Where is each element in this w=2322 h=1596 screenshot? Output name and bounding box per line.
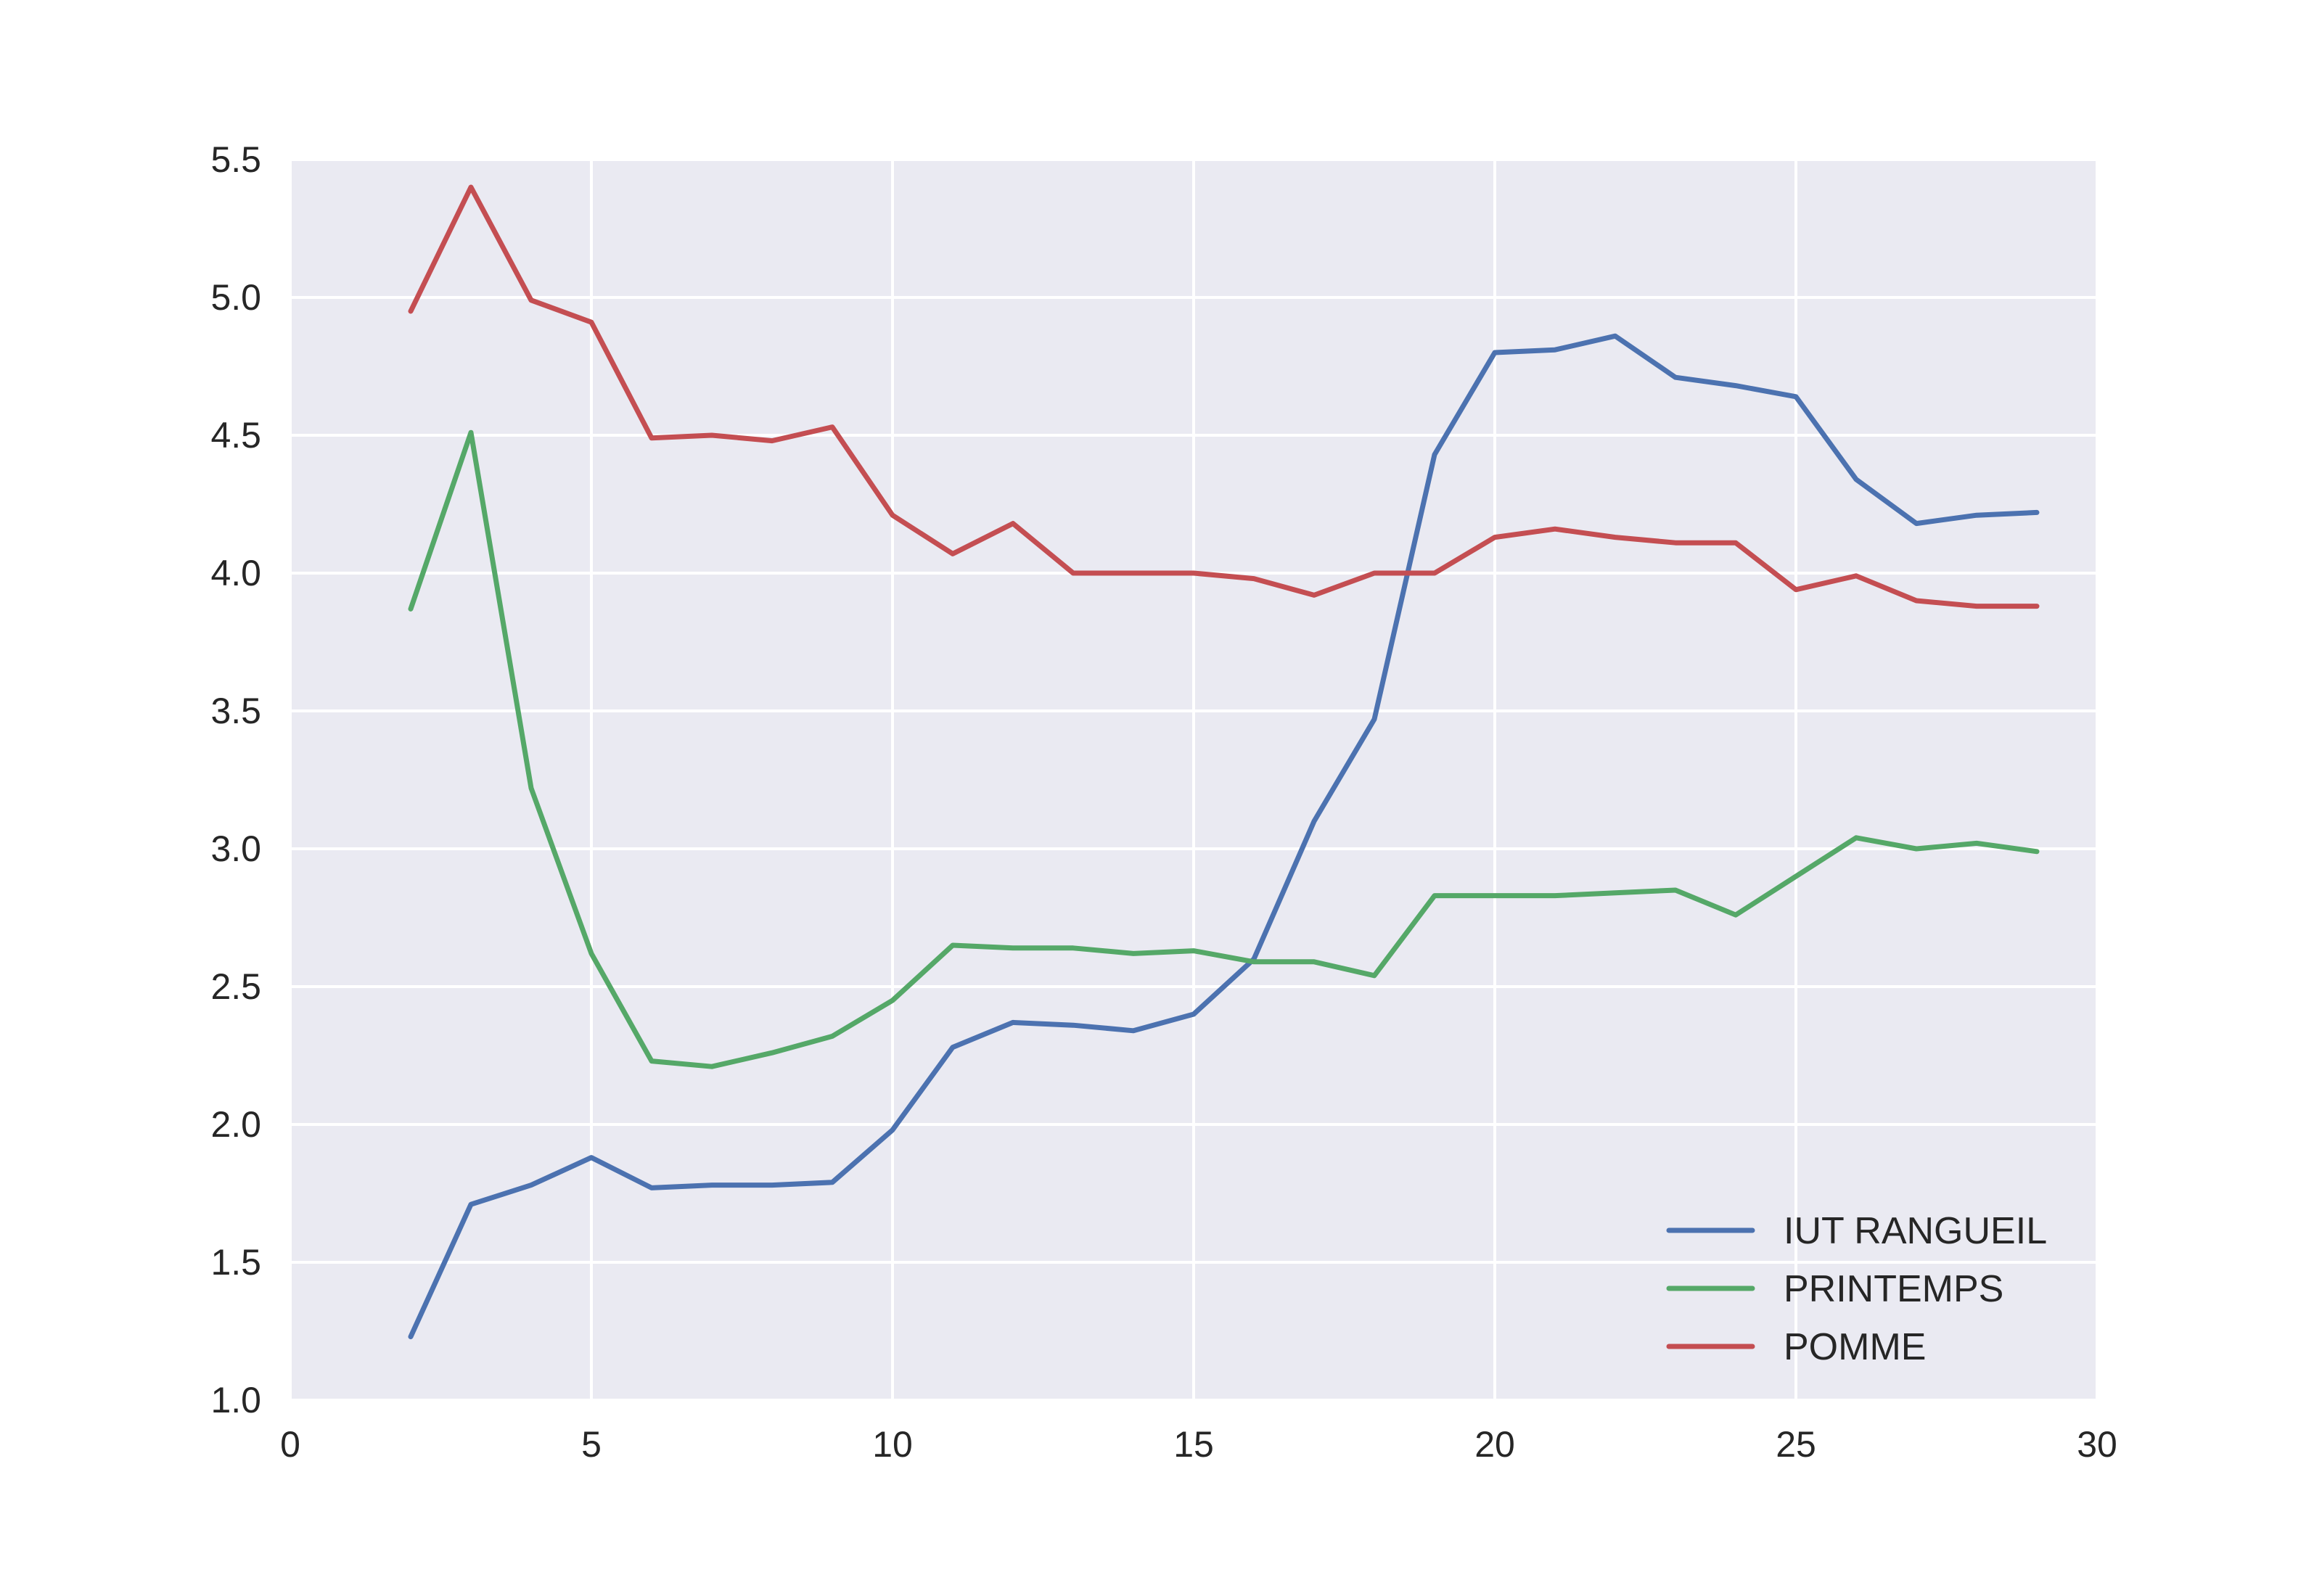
y-tick-label: 1.0 [210, 1380, 261, 1420]
series-line-printemps [408, 429, 2040, 1069]
y-tick-label: 2.0 [210, 1104, 261, 1145]
tick-labels: 0 5 10 15 20 25 30 1.0 1.5 2.0 2.5 3.0 3.5 4.0 4.5 5.0 5… [210, 139, 2117, 1465]
y-tick-label: 4.0 [210, 553, 261, 593]
series-lines [408, 184, 2040, 1340]
x-tick-label: 30 [2077, 1424, 2117, 1465]
legend-label: IUT RANGUEIL [1784, 1210, 2047, 1252]
x-tick-label: 10 [872, 1424, 913, 1465]
legend-label: POMME [1784, 1326, 1926, 1368]
series-line-pomme [408, 184, 2040, 609]
legend-label: PRINTEMPS [1784, 1268, 2003, 1310]
legend: IUT RANGUEIL PRINTEMPS POMME [1666, 1210, 2047, 1368]
y-tick-label: 5.0 [210, 277, 261, 318]
series-line-iut-rangueil [408, 333, 2040, 1340]
y-tick-label: 4.5 [210, 415, 261, 456]
y-tick-label: 3.0 [210, 828, 261, 869]
x-tick-label: 0 [280, 1424, 300, 1465]
x-tick-label: 5 [581, 1424, 602, 1465]
y-tick-label: 2.5 [210, 966, 261, 1007]
x-tick-label: 25 [1776, 1424, 1816, 1465]
y-tick-label: 5.5 [210, 139, 261, 180]
y-tick-label: 1.5 [210, 1242, 261, 1283]
x-tick-label: 20 [1474, 1424, 1515, 1465]
x-tick-label: 15 [1173, 1424, 1214, 1465]
y-tick-label: 3.5 [210, 691, 261, 731]
